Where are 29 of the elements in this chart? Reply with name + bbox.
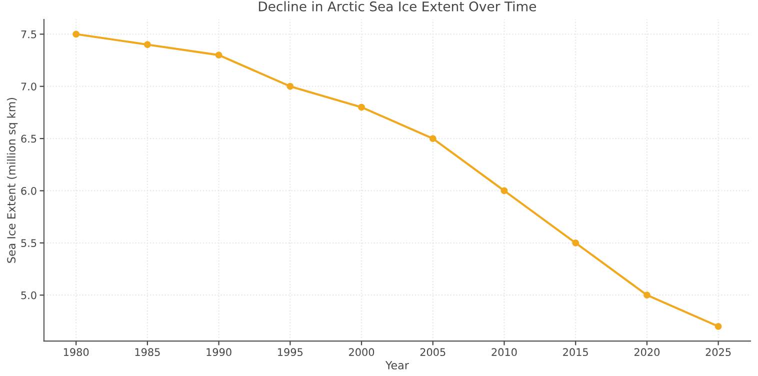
- x-tick-label: 1990: [206, 348, 232, 356]
- y-tick-label: 6.0: [21, 186, 36, 195]
- x-tick-label: 2020: [634, 348, 660, 356]
- x-tick-label: 2010: [492, 348, 517, 356]
- y-tick-label: 7.0: [21, 82, 36, 90]
- point: [572, 239, 580, 246]
- y-tick-label: 5.0: [21, 291, 36, 300]
- point: [72, 30, 80, 38]
- chart-title: Decline in Arctic Sea Ice Extent Over Time: [258, 1, 536, 12]
- x-tick-label: 1985: [135, 348, 160, 356]
- y-tick-label: 6.5: [21, 134, 36, 143]
- x-tick-label: 1980: [64, 348, 89, 356]
- x-tick-label: 2015: [563, 348, 588, 356]
- point: [215, 52, 222, 59]
- x-tick-label: 1995: [278, 348, 302, 356]
- x-tick-label: 2025: [706, 348, 731, 356]
- y-tick-label: 5.5: [21, 239, 36, 248]
- point: [286, 82, 294, 90]
- y-tick-label: 7.5: [21, 30, 36, 38]
- point: [714, 322, 722, 330]
- y-axis-title: Sea Ice Extent (million sq km): [6, 98, 18, 263]
- point: [358, 104, 365, 111]
- point: [643, 292, 650, 299]
- x-tick-label: 2005: [420, 348, 446, 356]
- x-axis-title: Year: [385, 361, 409, 370]
- point: [144, 41, 151, 48]
- point: [429, 135, 436, 142]
- point: [500, 187, 508, 194]
- x-tick-label: 2000: [349, 348, 374, 356]
